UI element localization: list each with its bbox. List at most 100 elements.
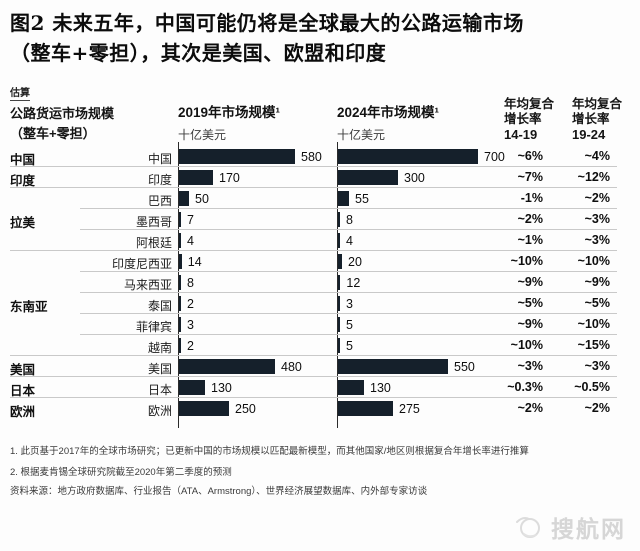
cagr-14-19-value: -1% (520, 191, 543, 205)
group-divider (10, 355, 617, 356)
cagr-14-19-value: ~5% (517, 296, 543, 310)
cagr-19-24-value: ~0.5% (574, 380, 610, 394)
sofreight-logo-icon (516, 517, 540, 538)
bar-2019 (179, 170, 213, 185)
bar-2019 (179, 380, 205, 395)
bar-2019-value: 50 (195, 191, 209, 206)
cagr-19-24-value: ~10% (577, 317, 610, 331)
table-row: 东南亚 泰国 2 3 ~5% ~5% (0, 293, 640, 314)
group-divider (10, 376, 617, 377)
column-header-market-line2: （整车+零担） (10, 126, 96, 141)
cagr-14-19-value: ~2% (517, 212, 543, 226)
source-line: 资料来源：地方政府数据库、行业报告（ATA、Armstrong）、世界经济展望数… (10, 486, 428, 497)
cagr-14-19-value: ~0.3% (507, 380, 543, 394)
estimate-label: 估算 (10, 84, 30, 101)
axis-2024 (337, 142, 338, 428)
bar-2019 (179, 296, 181, 311)
bar-2024-value: 300 (404, 170, 425, 185)
table-row: 拉美 墨西哥 7 8 ~2% ~3% (0, 209, 640, 230)
cagr-19-24-value: ~3% (584, 359, 610, 373)
bar-2024 (338, 359, 448, 374)
row-divider (80, 208, 617, 209)
row-divider (80, 292, 617, 293)
cagr-14-19-value: ~2% (517, 401, 543, 415)
watermark-text: 搜航网 (551, 516, 626, 542)
country-label: 日本 (147, 383, 172, 397)
cagr-19-24-value: ~3% (584, 212, 610, 226)
country-label: 巴西 (147, 194, 172, 208)
bar-2019 (179, 191, 189, 206)
row-divider (80, 229, 617, 230)
bar-2024 (338, 149, 478, 164)
bar-2024 (338, 233, 340, 248)
cagr-19-24-value: ~10% (577, 254, 610, 268)
bar-2019-value: 4 (187, 233, 194, 248)
figure-title-line1: 图2 未来五年，中国可能仍将是全球最大的公路运输市场 (10, 11, 524, 35)
bar-2024-value: 3 (346, 296, 353, 311)
region-group-label: 东南亚 (10, 300, 48, 314)
bar-2024-value: 130 (370, 380, 391, 395)
row-divider (80, 334, 617, 335)
bar-2024-value: 12 (346, 275, 361, 290)
row-divider (80, 313, 617, 314)
table-row: 越南 2 5 ~10% ~15% (0, 335, 640, 356)
bar-2019-value: 8 (187, 275, 194, 290)
country-label: 菲律宾 (135, 320, 172, 334)
cagr-14-19-value: ~10% (510, 338, 543, 352)
bar-2024-value: 5 (346, 338, 353, 353)
table-row: 巴西 50 55 -1% ~2% (0, 188, 640, 209)
country-label: 欧洲 (147, 404, 172, 418)
bar-2019-value: 14 (187, 254, 202, 269)
cagr-19-24-value: ~4% (584, 149, 610, 163)
bar-2019-value: 7 (187, 212, 194, 227)
bar-2019 (179, 212, 181, 227)
column-header-market-line1: 公路货运市场规模 (10, 106, 115, 121)
table-row: 菲律宾 3 5 ~9% ~10% (0, 314, 640, 335)
bar-2019 (179, 338, 181, 353)
cagr-19-24-value: ~2% (584, 401, 610, 415)
bar-2019-value: 580 (301, 149, 322, 164)
region-group-label: 印度 (10, 174, 36, 188)
country-label: 泰国 (147, 299, 172, 313)
cagr-19-24-value: ~15% (577, 338, 610, 352)
bar-2024 (338, 275, 341, 290)
bar-2019 (179, 317, 181, 332)
column-header-2019-unit: 十亿美元 (178, 128, 227, 142)
bar-2024 (338, 212, 340, 227)
cagr2-header-line1: 年均复合 (572, 97, 623, 111)
bar-2024-value: 275 (399, 401, 420, 416)
country-label: 越南 (147, 341, 172, 355)
figure-title: 图2 未来五年，中国可能仍将是全球最大的公路运输市场 （整车+零担），其次是美国… (10, 8, 625, 68)
group-divider (10, 187, 617, 188)
cagr-19-24-value: ~12% (577, 170, 610, 184)
table-row: 日本 日本 130 130 ~0.3% ~0.5% (0, 377, 640, 398)
column-header-market: 公路货运市场规模 （整车+零担） (10, 104, 170, 144)
cagr1-header-line2: 增长率 (504, 112, 542, 126)
watermark: 搜航网 (513, 508, 626, 546)
bar-2019 (179, 149, 295, 164)
cagr-14-19-value: ~7% (517, 170, 543, 184)
bar-2024-value: 5 (346, 317, 353, 332)
cagr-14-19-value: ~1% (517, 233, 543, 247)
column-header-cagr-14-19: 年均复合 增长率 14-19 (504, 97, 566, 142)
cagr-19-24-value: ~9% (584, 275, 610, 289)
bar-2024 (338, 191, 349, 206)
cagr-14-19-value: ~10% (510, 254, 543, 268)
cagr2-header-line2: 增长率 (572, 112, 610, 126)
footnote-2: 2. 根据麦肯锡全球研究院截至2020年第二季度的预测 (10, 467, 232, 478)
table-row: 印度尼西亚 14 20 ~10% ~10% (0, 251, 640, 272)
table-row: 欧洲 欧洲 250 275 ~2% ~2% (0, 398, 640, 419)
bar-2019 (179, 401, 229, 416)
cagr-14-19-value: ~9% (517, 275, 543, 289)
bar-2024 (338, 317, 340, 332)
column-header-2019-title: 2019年市场规模¹ (178, 105, 281, 120)
table-row: 阿根廷 4 4 ~1% ~3% (0, 230, 640, 251)
bar-2024-value: 55 (355, 191, 369, 206)
bar-2019-value: 170 (219, 170, 240, 185)
country-label: 阿根廷 (135, 236, 172, 250)
cagr-14-19-value: ~9% (517, 317, 543, 331)
bar-2019-value: 130 (211, 380, 232, 395)
cagr-14-19-value: ~3% (517, 359, 543, 373)
bar-2024-value: 550 (454, 359, 475, 374)
